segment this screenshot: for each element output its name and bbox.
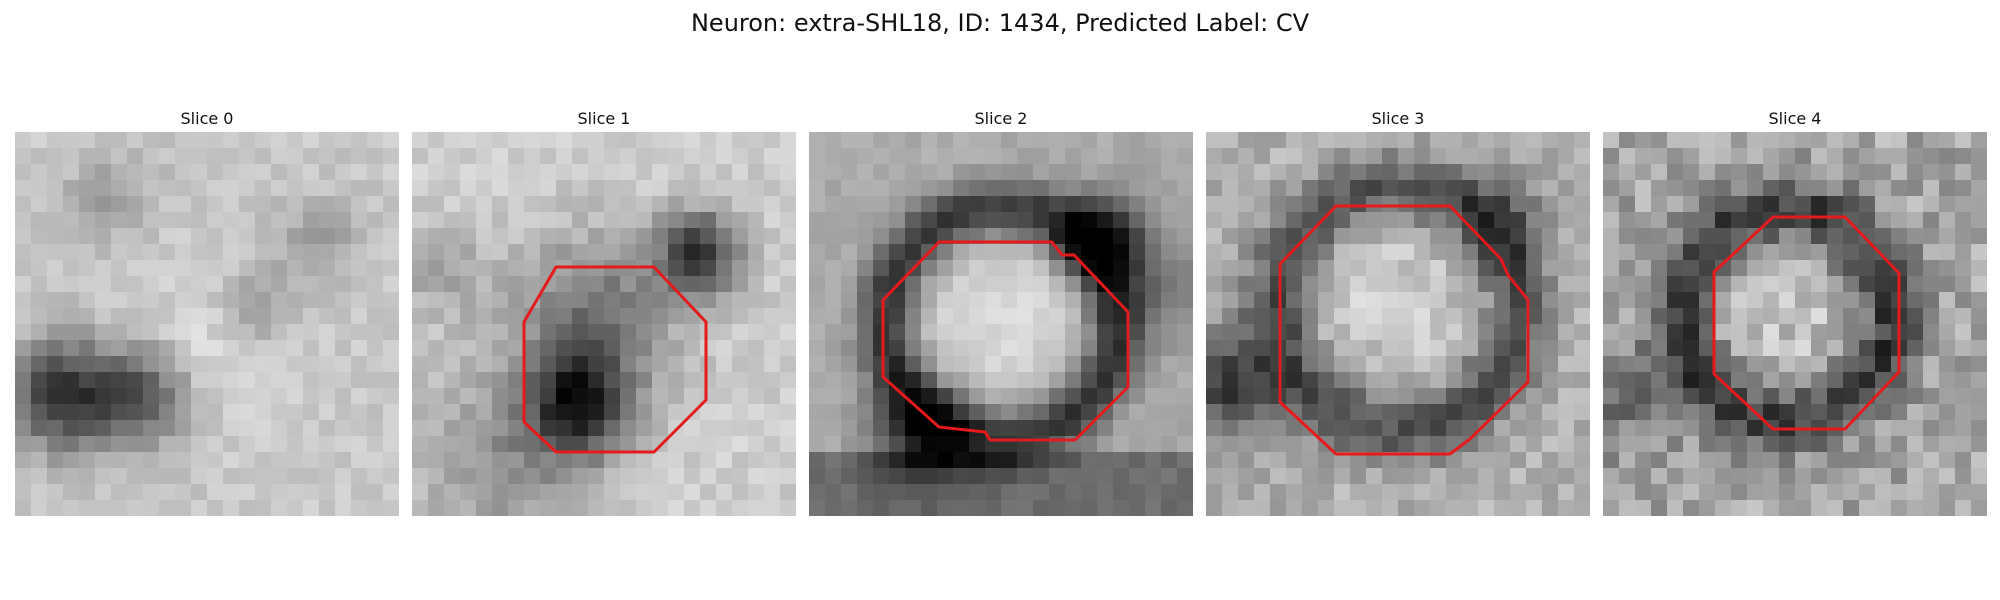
pixel-grid [1603,132,1987,516]
slice-image [15,132,399,516]
panel-title: Slice 0 [180,109,234,128]
cell-contour [1278,204,1530,456]
panel-slice-1: Slice 1 [412,108,796,516]
panel-slice-3: Slice 3 [1206,108,1590,516]
slice-image [1603,132,1987,516]
cell-contour [522,265,708,454]
cell-contour [881,240,1130,442]
pixel-grid [15,132,399,516]
cell-contour [1712,215,1901,431]
pixel-grid [412,132,796,516]
pixel-grid [1206,132,1590,516]
panel-title: Slice 3 [1371,109,1425,128]
figure-title: Neuron: extra-SHL18, ID: 1434, Predicted… [690,9,1310,37]
slice-image [1206,132,1590,516]
pixel-grid [809,132,1193,516]
panel-slice-2: Slice 2 [809,108,1193,516]
panel-title: Slice 4 [1768,109,1822,128]
panel-title: Slice 2 [974,109,1028,128]
panel-slice-4: Slice 4 [1603,108,1987,516]
panel-title: Slice 1 [577,109,631,128]
panel-slice-0: Slice 0 [15,108,399,516]
slice-image [412,132,796,516]
slice-image [809,132,1193,516]
